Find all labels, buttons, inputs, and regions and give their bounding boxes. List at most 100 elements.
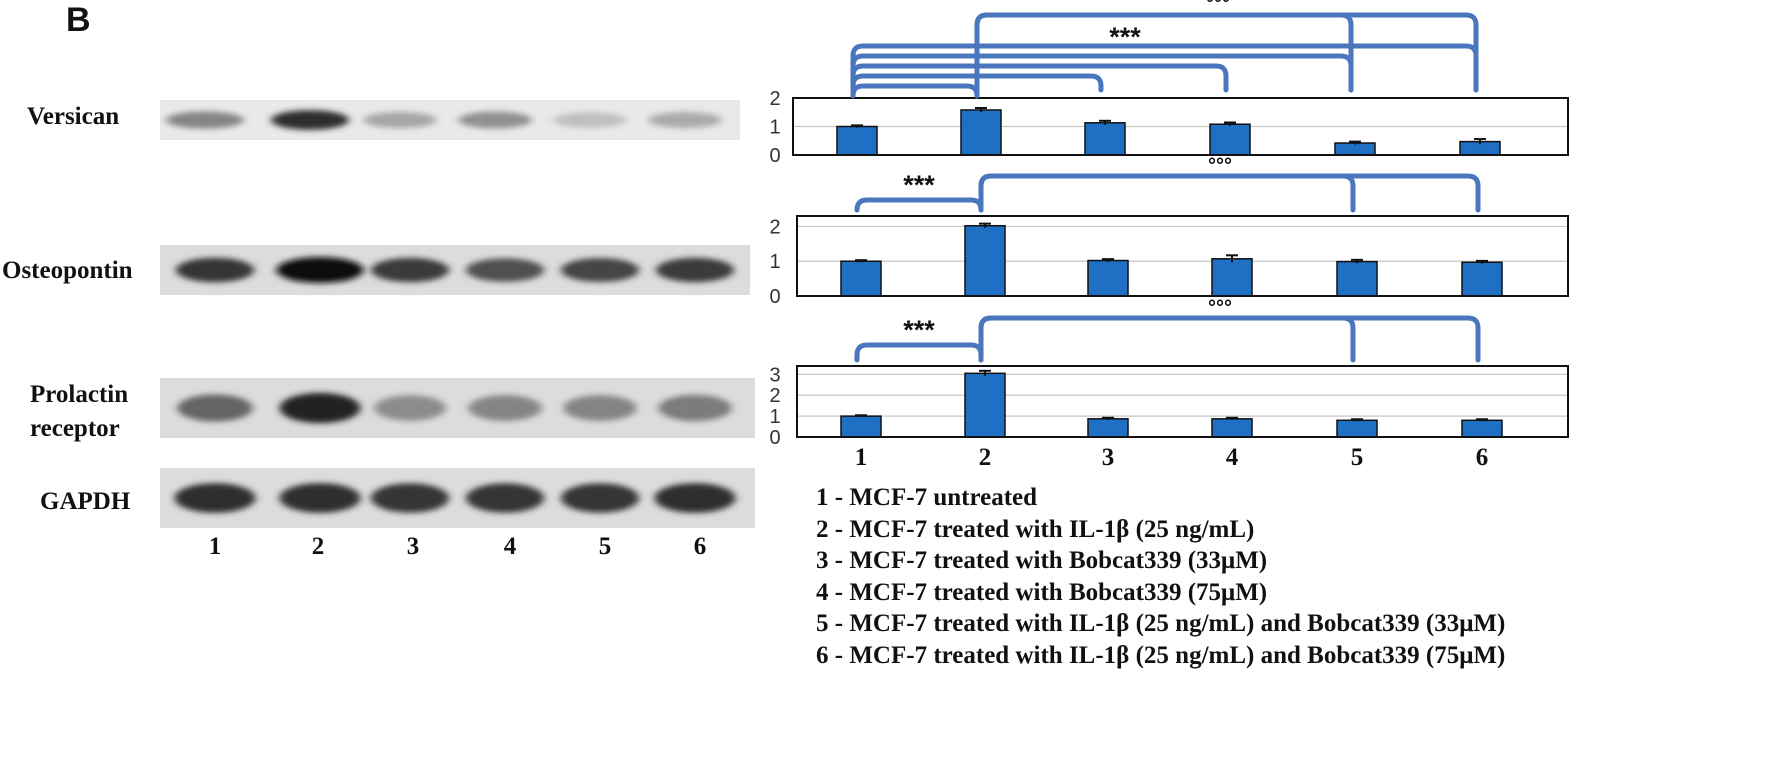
y-tick-label: 0	[769, 286, 780, 308]
bar	[840, 415, 882, 438]
blot-band	[279, 392, 361, 424]
blot-label-line: Prolactin	[30, 381, 129, 408]
blot-band	[279, 483, 361, 513]
western-blot-gapdh	[160, 468, 755, 528]
blot-label-osteopontin: Osteopontin	[2, 257, 133, 284]
blot-label-gapdh: GAPDH	[40, 488, 131, 515]
blot-band	[553, 112, 627, 128]
y-tick-label: 1	[769, 406, 780, 428]
blot-band	[658, 394, 732, 422]
lane-label: 2	[311, 533, 325, 560]
panel-label: B	[66, 1, 91, 39]
bar	[1336, 260, 1378, 297]
bar	[836, 125, 878, 156]
bar-chart-2: 0 1 2 *** °°°	[769, 155, 1569, 308]
blot-band	[465, 483, 545, 513]
significance-label: ***	[903, 170, 935, 200]
significance-label: ***	[903, 315, 935, 345]
blot-band	[174, 483, 256, 513]
y-tick-label: 0	[769, 427, 780, 449]
blot-background	[160, 378, 755, 438]
significance-brackets: *** °°°	[854, 155, 1481, 213]
significance-bracket	[974, 12, 1479, 93]
legend-item: 5 - MCF-7 treated with IL-1β (25 ng/mL) …	[816, 610, 1506, 637]
x-tick-label: 5	[1351, 444, 1364, 471]
lane-label: 5	[598, 533, 612, 560]
y-tick-label: 3	[769, 364, 780, 386]
blot-band	[563, 395, 637, 421]
significance-label: °°°	[1206, 0, 1230, 15]
blot-band	[654, 483, 736, 513]
bar	[960, 109, 1002, 156]
blot-band	[468, 395, 542, 421]
bar	[1087, 418, 1129, 438]
legend: 1 - MCF-7 untreated 2 - MCF-7 treated wi…	[816, 482, 1505, 671]
x-tick-label: 3	[1102, 444, 1115, 471]
blot-band	[175, 257, 255, 283]
significance-label: ***	[1109, 22, 1141, 52]
bar	[964, 224, 1006, 297]
plot-frame	[796, 215, 1569, 297]
bar	[1087, 259, 1129, 297]
significance-bracket	[978, 315, 1356, 363]
legend-item: 1 - MCF-7 untreated	[816, 484, 1038, 511]
significance-bracket	[850, 83, 980, 99]
blot-band	[177, 394, 253, 422]
bar	[1336, 419, 1378, 438]
significance-bracket	[978, 315, 1481, 363]
plot-frame	[796, 365, 1569, 438]
blot-band	[165, 111, 245, 129]
legend-item: 6 - MCF-7 treated with IL-1β (25 ng/mL) …	[816, 641, 1506, 669]
blot-background	[160, 245, 750, 295]
significance-bracket	[854, 342, 984, 363]
legend-item: 2 - MCF-7 treated with IL-1β (25 ng/mL)	[816, 515, 1255, 543]
legend-item: 4 - MCF-7 treated with Bobcat339 (75μM)	[816, 578, 1268, 606]
bar-chart-1: 0 1 2 *** °°°	[769, 0, 1569, 167]
western-blot-versican	[160, 100, 740, 140]
y-tick-label: 2	[769, 385, 780, 407]
blot-band	[655, 257, 735, 283]
blot-band	[560, 483, 640, 513]
bar	[1211, 418, 1253, 438]
blot-band	[465, 258, 545, 282]
bar	[1334, 142, 1376, 156]
blot-band	[370, 483, 450, 513]
lane-label: 6	[693, 533, 707, 560]
significance-bracket	[978, 173, 1356, 213]
lane-label: 4	[503, 533, 517, 560]
blot-label-prolactin-receptor: Prolactin receptor	[30, 378, 128, 446]
y-tick-label: 2	[769, 88, 780, 110]
significance-bracket	[854, 197, 984, 213]
legend-item: 3 - MCF-7 treated with Bobcat339 (33μM)	[816, 547, 1268, 574]
blot-band	[370, 257, 450, 283]
x-tick-label: 4	[1226, 444, 1239, 471]
blot-band	[560, 258, 640, 282]
significance-brackets: *** °°°	[850, 0, 1479, 99]
blot-band	[276, 257, 364, 283]
plot-frame	[792, 97, 1569, 156]
lane-label: 3	[406, 533, 420, 560]
lane-label: 1	[208, 533, 222, 560]
bar	[1211, 258, 1253, 297]
blot-band	[648, 111, 722, 129]
significance-brackets: *** °°°	[854, 297, 1481, 363]
blot-background	[160, 100, 740, 140]
western-blot-prolactin-receptor	[160, 378, 755, 438]
significance-label: °°°	[1208, 155, 1232, 177]
bar	[840, 260, 882, 297]
blot-band	[374, 395, 446, 421]
bar	[1084, 122, 1126, 156]
y-tick-label: 0	[769, 145, 780, 167]
blot-label-line: receptor	[30, 415, 120, 442]
x-tick-label: 2	[979, 444, 992, 471]
bar	[1461, 419, 1503, 438]
blot-band	[363, 111, 437, 129]
western-blot-osteopontin	[160, 245, 750, 295]
bar	[964, 372, 1006, 438]
x-tick-label: 1	[855, 444, 868, 471]
significance-label: °°°	[1208, 297, 1232, 319]
bar	[1461, 261, 1503, 297]
blot-label-versican: Versican	[27, 103, 120, 130]
